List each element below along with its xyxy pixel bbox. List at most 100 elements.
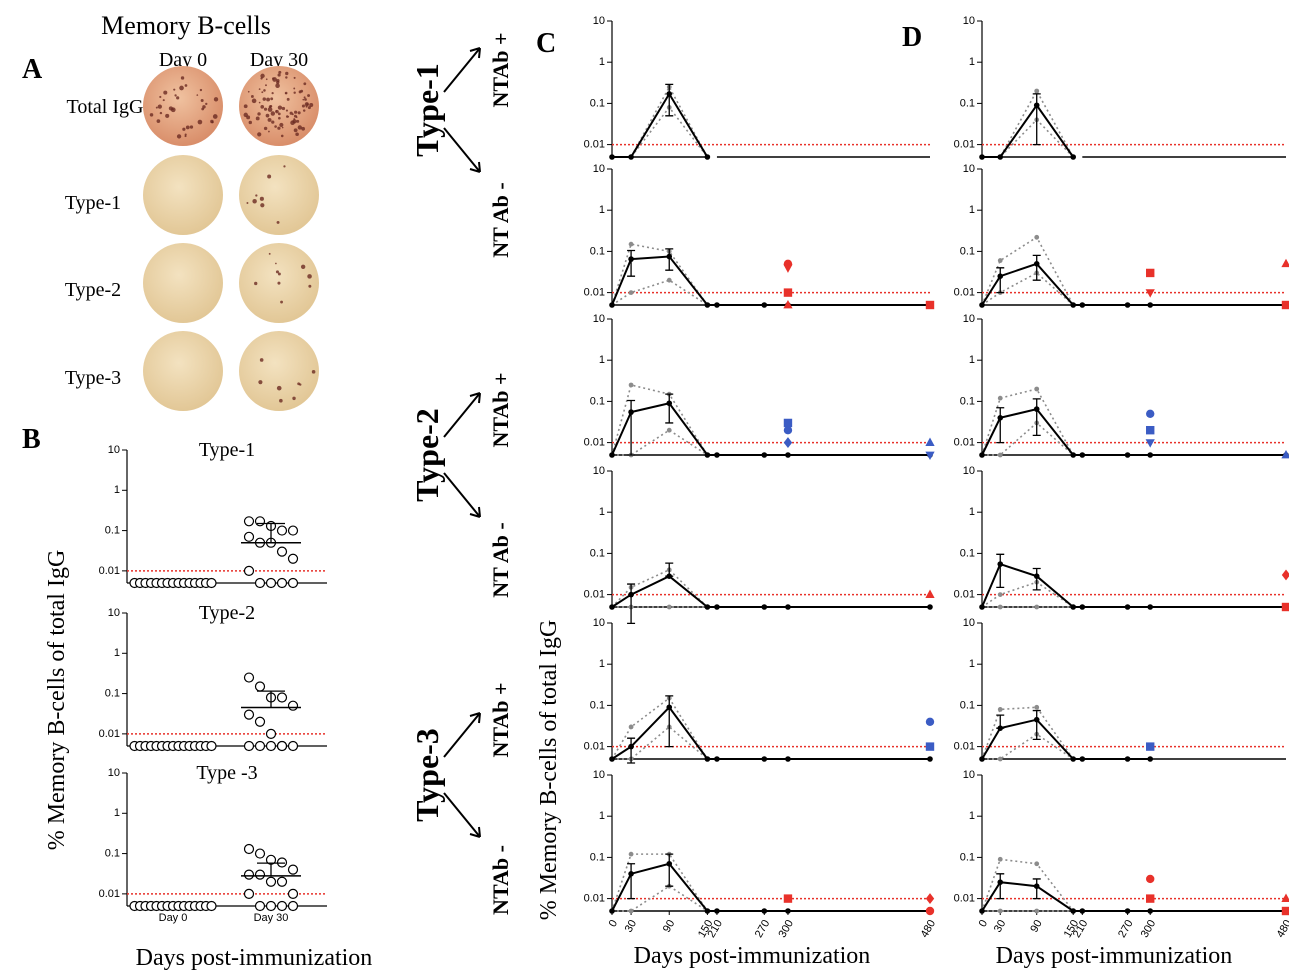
error-bar <box>627 863 636 900</box>
spot <box>279 398 283 403</box>
data-point <box>1146 409 1155 419</box>
series-point <box>1079 302 1086 308</box>
series-point <box>785 756 791 762</box>
y-tick-label: 10 <box>593 769 605 781</box>
spot <box>311 370 316 374</box>
data-point <box>254 740 266 752</box>
spot <box>277 105 283 110</box>
series-point <box>704 302 711 308</box>
data-point <box>783 299 793 309</box>
series-point <box>979 908 985 914</box>
data-point <box>1281 569 1289 581</box>
spot <box>205 102 208 106</box>
data-point <box>1281 893 1289 902</box>
data-point <box>254 848 266 859</box>
error-bar <box>996 267 1005 294</box>
spot <box>254 281 258 286</box>
spot <box>306 103 309 106</box>
x-tick-label: 300 <box>777 918 797 940</box>
arrow <box>443 392 481 438</box>
spot <box>290 120 295 125</box>
series-point <box>609 756 615 762</box>
spot <box>189 125 194 129</box>
y-tick-label: 0.01 <box>584 287 605 299</box>
arrow <box>443 472 481 518</box>
series-line <box>611 384 709 456</box>
series-point <box>628 382 634 388</box>
spot <box>246 202 249 204</box>
spot <box>303 96 306 99</box>
series-line <box>982 103 1075 158</box>
spot <box>157 104 162 109</box>
y-tick-label: 1 <box>114 484 120 496</box>
day-label: Day 30 <box>250 49 308 71</box>
series-line <box>612 85 709 158</box>
spot <box>272 77 277 82</box>
spot <box>278 116 281 120</box>
y-tick-label: 1 <box>114 807 120 819</box>
series-point <box>761 302 768 308</box>
error-bar <box>665 248 674 271</box>
series-point <box>714 756 720 762</box>
error-bar <box>627 399 636 456</box>
type-label: Type-3 <box>409 728 445 822</box>
series-line <box>611 568 708 608</box>
y-tick-label: 0.1 <box>960 699 975 711</box>
data-point <box>254 900 266 912</box>
y-tick-label: 0.01 <box>954 437 975 449</box>
y-tick-label: 1 <box>599 506 605 518</box>
error-bar <box>665 562 674 577</box>
series-point <box>979 756 985 762</box>
data-point <box>1281 300 1289 310</box>
spot <box>211 120 214 124</box>
data-point <box>287 740 299 752</box>
error-bar <box>996 714 1005 729</box>
y-tick-label: 0.1 <box>960 97 975 109</box>
spot <box>257 132 262 137</box>
spot <box>199 88 203 92</box>
series-line <box>611 574 930 608</box>
series-point <box>628 241 634 247</box>
data-point <box>265 876 277 887</box>
spot <box>258 88 261 90</box>
series-point <box>628 290 634 295</box>
data-point <box>243 888 255 899</box>
spot <box>301 126 306 131</box>
series-point <box>628 724 634 730</box>
data-point <box>1146 894 1155 903</box>
data-point <box>1146 874 1155 884</box>
spot <box>307 94 311 98</box>
y-tick-label: 0.1 <box>105 847 120 859</box>
data-point <box>254 516 266 527</box>
spot <box>174 94 177 97</box>
row-label: Type-3 <box>65 367 121 389</box>
data-point <box>925 437 935 446</box>
y-tick-label: 0.1 <box>105 687 120 699</box>
spot <box>248 120 253 125</box>
data-point <box>287 864 299 875</box>
data-point <box>254 869 266 880</box>
spot <box>308 284 312 288</box>
branch-label: NTAb - <box>488 845 513 915</box>
spot <box>267 107 273 112</box>
series-point <box>1070 908 1076 914</box>
spot <box>283 165 286 168</box>
data-point <box>287 553 299 564</box>
series-line <box>981 262 1286 306</box>
series-point <box>997 395 1003 401</box>
y-tick-label: 1 <box>969 810 975 822</box>
spot <box>268 252 271 255</box>
x-tick-label: 480 <box>1275 918 1289 940</box>
spot <box>268 130 270 133</box>
error-bar <box>996 407 1005 444</box>
spot <box>255 194 258 197</box>
spot <box>275 83 280 88</box>
well <box>239 331 319 411</box>
y-tick-label: 1 <box>599 56 605 68</box>
y-tick-label: 0.01 <box>99 888 120 900</box>
data-point <box>287 888 299 899</box>
series-line <box>611 402 930 456</box>
y-tick-label: 10 <box>593 617 605 629</box>
data-point <box>1145 289 1155 298</box>
